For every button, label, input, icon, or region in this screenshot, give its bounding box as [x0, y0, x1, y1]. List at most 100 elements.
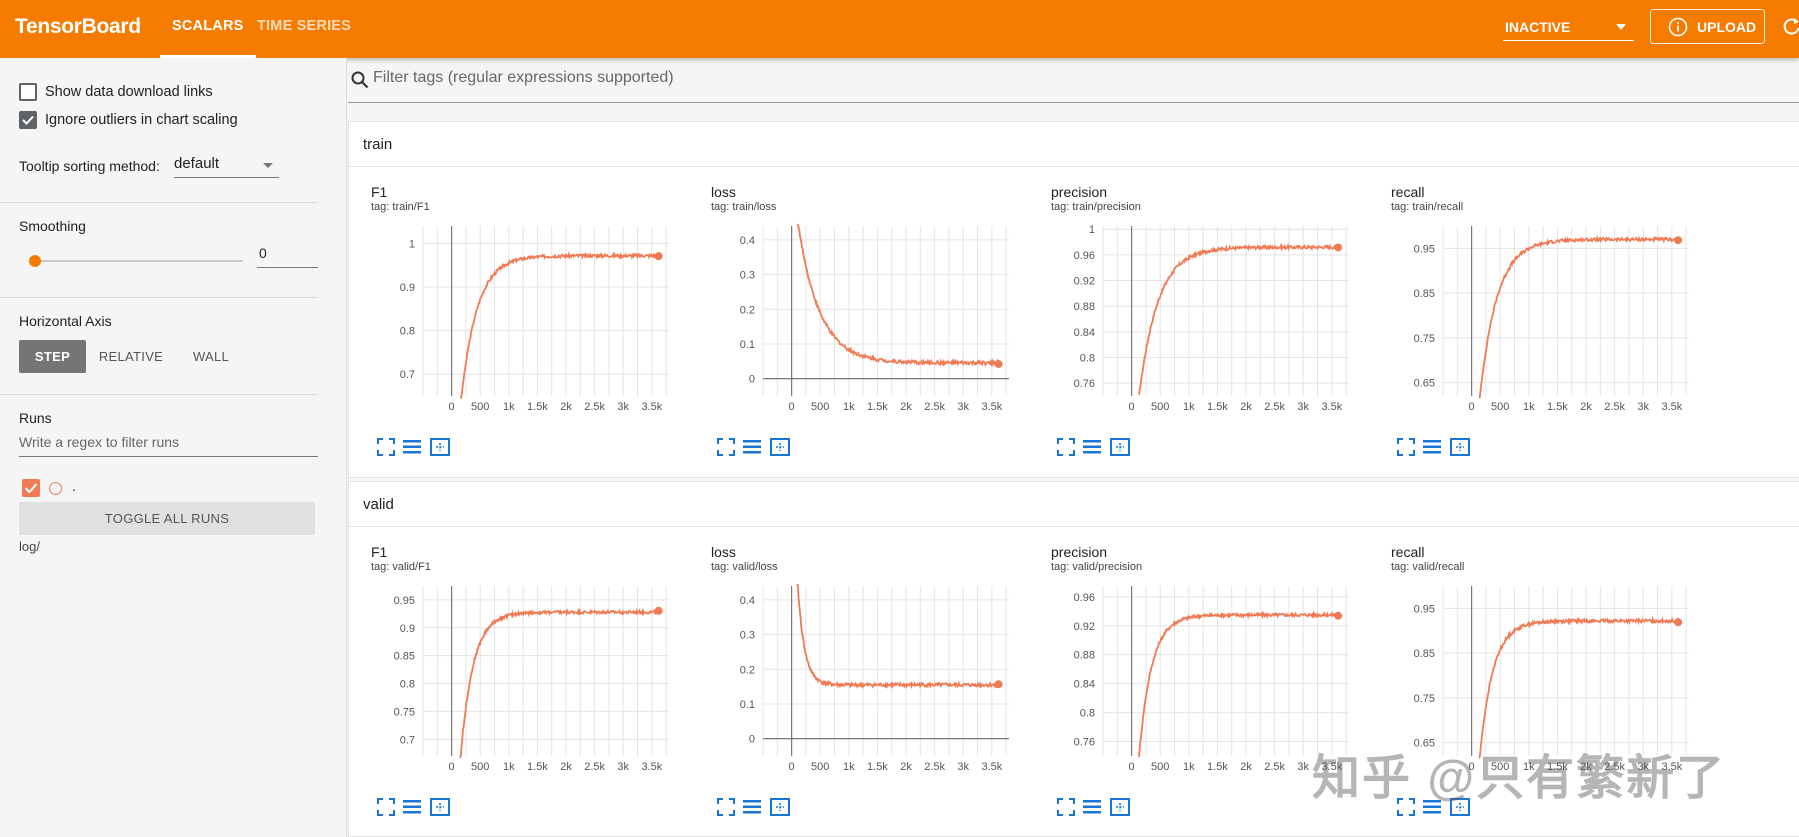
show-download-links-checkbox[interactable] — [19, 83, 37, 101]
series-endpoint[interactable] — [654, 606, 663, 615]
fullscreen-icon[interactable] — [715, 436, 737, 458]
toggle-all-runs-label: TOGGLE ALL RUNS — [104, 511, 230, 526]
axis-wall-button[interactable]: WALL — [180, 340, 242, 373]
series-line[interactable] — [796, 583, 1000, 690]
series-line[interactable] — [460, 251, 660, 399]
upload-button[interactable]: UPLOAD — [1650, 9, 1765, 44]
fullscreen-icon[interactable] — [375, 436, 397, 458]
toggle-y-axis-log-icon[interactable] — [741, 436, 763, 458]
x-tick-label: 2.5k — [1604, 761, 1625, 773]
x-tick-label: 3k — [617, 401, 629, 413]
fit-domain-icon[interactable] — [429, 436, 451, 458]
fit-domain-icon[interactable] — [429, 796, 451, 818]
y-tick-label: 0.92 — [1074, 621, 1095, 633]
ignore-outliers-checkbox[interactable] — [19, 111, 37, 129]
y-tick-label: 0.96 — [1074, 592, 1095, 604]
fit-domain-icon[interactable] — [1449, 436, 1471, 458]
scalar-card-precision: precision tag: valid/precision 0.76 0.8 0.84… — [1029, 544, 1359, 816]
y-tick-label: 0.75 — [1414, 333, 1435, 345]
line-chart[interactable]: 0.65 0.75 0.85 0.95 0 500 1k 1.5k 2k 2.5k 3k 3.5k — [1369, 218, 1699, 414]
series-endpoint[interactable] — [994, 680, 1003, 689]
x-tick-label: 500 — [1491, 401, 1509, 413]
y-tick-label: 0.95 — [1414, 603, 1435, 615]
x-tick-label: 1k — [1183, 401, 1195, 413]
y-tick-label: 0.3 — [740, 630, 755, 642]
y-tick-label: 0.8 — [400, 679, 415, 691]
x-tick-label: 0 — [1469, 401, 1475, 413]
series-line[interactable] — [1138, 610, 1339, 758]
card-title: F1 — [371, 544, 388, 560]
fullscreen-icon[interactable] — [1395, 796, 1417, 818]
y-tick-label: 0.88 — [1074, 301, 1095, 313]
y-tick-label: 0.96 — [1074, 250, 1095, 262]
series-endpoint[interactable] — [1334, 611, 1343, 620]
series-line[interactable] — [459, 607, 660, 759]
series-endpoint[interactable] — [654, 252, 663, 261]
x-tick-label: 1k — [1523, 761, 1535, 773]
line-chart[interactable]: 0 0.1 0.2 0.3 0.4 0 500 1k 1.5k 2k 2.5k 3k 3.5k — [689, 218, 1019, 414]
fullscreen-icon[interactable] — [375, 796, 397, 818]
run-checkbox[interactable] — [22, 479, 40, 497]
line-chart[interactable]: 0.76 0.8 0.84 0.88 0.92 0.96 0 500 1k 1.5k 2k 2.5k 3… — [1029, 578, 1359, 774]
x-tick-label: 0 — [1129, 761, 1135, 773]
toggle-y-axis-log-icon[interactable] — [1421, 796, 1443, 818]
x-tick-label: 0 — [449, 761, 455, 773]
line-chart[interactable]: 0.76 0.8 0.84 0.88 0.92 0.96 1 0 500 1k 1.5k 2k 2.5k… — [1029, 218, 1359, 414]
y-tick-label: 0.8 — [400, 326, 415, 338]
series-line[interactable] — [1478, 234, 1679, 399]
card-tag: tag: train/loss — [711, 201, 777, 213]
x-tick-label: 3.5k — [1661, 401, 1682, 413]
series-endpoint[interactable] — [1334, 243, 1343, 252]
smoothing-input[interactable]: 0 — [257, 242, 318, 268]
fit-domain-icon[interactable] — [1109, 436, 1131, 458]
fit-domain-icon[interactable] — [1449, 796, 1471, 818]
toggle-y-axis-log-icon[interactable] — [401, 436, 423, 458]
line-chart[interactable]: 0.65 0.75 0.85 0.95 0 500 1k 1.5k 2k 2.5k 3k 3.5k — [1369, 578, 1699, 774]
smoothing-slider-handle[interactable] — [29, 255, 41, 267]
series-endpoint[interactable] — [1674, 618, 1683, 627]
series-line[interactable] — [796, 223, 1000, 368]
x-tick-label: 500 — [471, 761, 489, 773]
fullscreen-icon[interactable] — [1055, 796, 1077, 818]
line-chart[interactable]: 0 0.1 0.2 0.3 0.4 0 500 1k 1.5k 2k 2.5k 3k 3.5k — [689, 578, 1019, 774]
tab-scalars[interactable]: SCALARS — [160, 0, 256, 58]
toggle-all-runs-button[interactable]: TOGGLE ALL RUNS — [19, 502, 315, 535]
plugin-select[interactable]: INACTIVE — [1503, 14, 1634, 41]
fullscreen-icon[interactable] — [715, 796, 737, 818]
run-color-swatch[interactable] — [49, 482, 62, 495]
line-chart[interactable]: 0.7 0.8 0.9 1 0 500 1k 1.5k 2k 2.5k 3k 3.5k — [349, 218, 679, 414]
smoothing-slider-track[interactable] — [34, 260, 243, 262]
y-tick-label: 0.88 — [1074, 650, 1095, 662]
series-line[interactable] — [1478, 615, 1679, 759]
x-tick-label: 1k — [1523, 401, 1535, 413]
tag-filter[interactable]: Filter tags (regular expressions support… — [348, 58, 1799, 102]
toggle-y-axis-log-icon[interactable] — [741, 796, 763, 818]
app-brand[interactable]: TensorBoard — [15, 15, 141, 38]
line-chart[interactable]: 0.7 0.75 0.8 0.85 0.9 0.95 0 500 1k 1.5k 2k 2.5k 3k 3… — [349, 578, 679, 774]
fit-domain-icon[interactable] — [1109, 796, 1131, 818]
tooltip-sorting-select[interactable]: default — [174, 152, 279, 178]
toggle-y-axis-log-icon[interactable] — [1421, 436, 1443, 458]
toggle-y-axis-log-icon[interactable] — [401, 796, 423, 818]
toggle-y-axis-log-icon[interactable] — [1081, 796, 1103, 818]
runs-filter-input[interactable]: Write a regex to filter runs — [19, 431, 318, 457]
series-endpoint[interactable] — [994, 359, 1003, 368]
axis-step-button[interactable]: STEP — [19, 340, 86, 373]
group-title[interactable]: valid — [363, 496, 394, 513]
x-tick-label: 1.5k — [867, 401, 888, 413]
x-tick-label: 2.5k — [924, 761, 945, 773]
toggle-y-axis-log-icon[interactable] — [1081, 436, 1103, 458]
fullscreen-icon[interactable] — [1395, 436, 1417, 458]
reload-icon[interactable] — [1782, 16, 1799, 38]
group-title[interactable]: train — [363, 136, 393, 153]
tooltip-sorting-label: Tooltip sorting method: — [19, 158, 160, 174]
info-icon — [1668, 17, 1688, 37]
x-tick-label: 2k — [1580, 761, 1592, 773]
axis-relative-button[interactable]: RELATIVE — [95, 340, 167, 373]
fit-domain-icon[interactable] — [769, 436, 791, 458]
series-endpoint[interactable] — [1674, 236, 1683, 245]
fullscreen-icon[interactable] — [1055, 436, 1077, 458]
series-line[interactable] — [1138, 242, 1339, 395]
tab-time-series[interactable]: TIME SERIES — [257, 0, 351, 58]
fit-domain-icon[interactable] — [769, 796, 791, 818]
